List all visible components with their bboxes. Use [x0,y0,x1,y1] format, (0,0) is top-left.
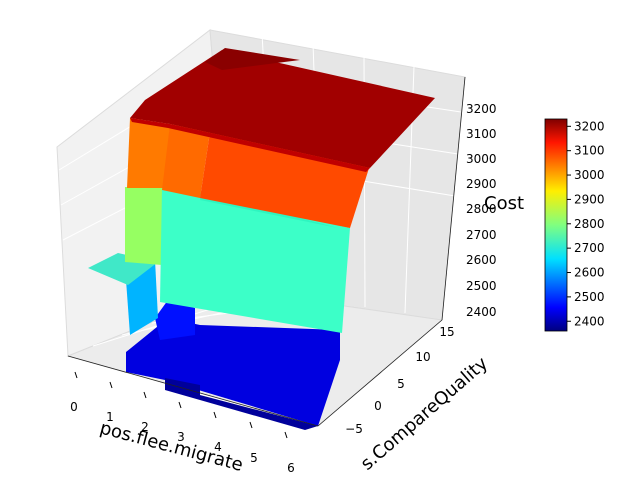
x-tick-label: 1 [106,410,114,424]
surface-top-ridge [205,48,300,70]
surface-middle-cyan [160,187,350,333]
surface-upper-orange-left [127,118,170,188]
y-tick-label: 5 [397,377,405,391]
surface-upper-redorange [200,132,370,228]
colorbar-tick-label: 3100 [574,144,605,158]
colorbar-ticks: 2400 2500 2600 2700 2800 2900 3000 3100 3200 [567,119,605,328]
x-axis-label: pos.flee.migrate [98,417,246,475]
z-tick-label: 2400 [466,305,497,319]
z-tick-label: 3200 [466,102,497,116]
surface-top-front [130,118,370,172]
z-tick-label: 3100 [466,127,497,141]
x-tick-label: 4 [214,440,222,454]
colorbar-tick-label: 2500 [574,290,605,304]
z-axis-label: Cost [484,193,524,214]
z-tick-label: 2800 [466,202,497,216]
colorbar-tick-label: 2800 [574,217,605,231]
surface-bottom-step [126,318,340,426]
x-tick-label: 2 [141,420,149,434]
x-tick-label: 6 [287,461,295,475]
x-tick-label: 0 [70,400,78,414]
y-tick-label: 10 [415,350,430,364]
colorbar-tick-label: 2700 [574,241,605,255]
z-tick-label: 2700 [466,228,497,242]
colorbar-tick-label: 2400 [574,314,605,328]
z-tick-label: 3000 [466,152,497,166]
y-tick-label: −5 [345,422,363,436]
surface-light-green [125,187,162,265]
surface [88,48,435,430]
z-tick-label: 2900 [466,177,497,191]
surface-top-plateau [130,50,435,168]
x-tick-label: 5 [250,451,258,465]
z-tick-label: 2500 [466,279,497,293]
colorbar-tick-label: 3200 [574,119,605,133]
surface-upper-orange-mid [162,124,210,198]
colorbar: 2400 2500 2600 2700 2800 2900 3000 3100 3200 [544,118,605,332]
axis-edges [67,76,466,427]
colorbar-tick-label: 2900 [574,192,605,206]
colorbar-gradient [544,118,568,332]
y-tick-label: 0 [374,399,382,413]
surface-bottom-dark [165,378,318,430]
y-tick-label: 15 [439,325,454,339]
colorbar-tick-label: 3000 [574,168,605,182]
z-tick-label: 2600 [466,253,497,267]
z-axis: 2400 2500 2600 2700 2800 2900 3000 3100 … [466,102,524,319]
surface-bottom-blue-ledge [155,300,195,340]
x-tick-label: 3 [177,430,185,444]
colorbar-tick-label: 2600 [574,266,605,280]
